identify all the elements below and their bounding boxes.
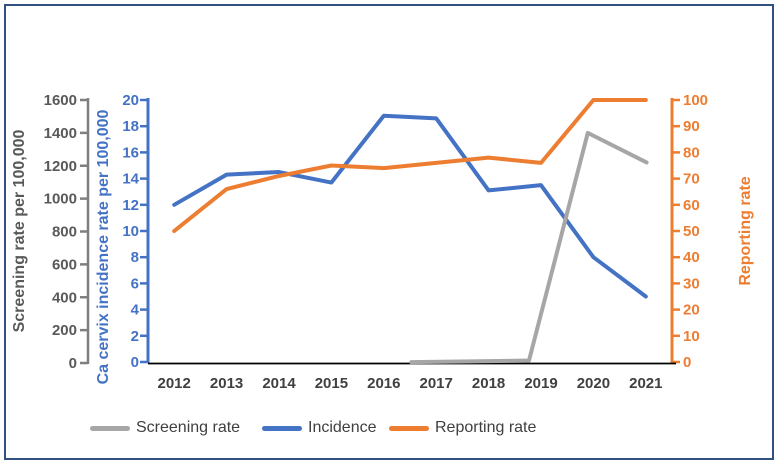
x-tick-label: 2016 [367, 375, 400, 392]
incidence-tick-label: 12 [122, 197, 139, 214]
reporting-tick-label: 40 [683, 249, 700, 266]
incidence-tick-label: 4 [131, 302, 140, 319]
series-line-incidence [172, 113, 648, 299]
reporting-tick-label: 30 [683, 275, 700, 292]
screening-tick-label: 200 [52, 322, 77, 339]
legend-label-reporting-rate: Reporting rate [435, 419, 537, 436]
x-tick-label: 2015 [315, 375, 348, 392]
reporting-tick-label: 100 [683, 92, 708, 109]
reporting-tick-label: 60 [683, 197, 700, 214]
incidence-legend-swatch [262, 425, 302, 431]
screening-tick-label: 800 [52, 224, 77, 241]
x-tick-label: 2020 [577, 375, 610, 392]
reporting-tick-label: 10 [683, 328, 700, 345]
legend-label-screening-rate: Screening rate [136, 419, 241, 436]
figure-border [4, 4, 774, 460]
incidence-tick-label: 16 [122, 144, 139, 161]
incidence-tick-label: 20 [122, 92, 139, 109]
series-line-reporting-rate [172, 98, 648, 233]
reporting-tick-label: 20 [683, 302, 700, 319]
screening-tick-label: 600 [52, 256, 77, 273]
reporting-axis-title: Reporting rate [737, 176, 754, 286]
incidence-tick-label: 10 [122, 223, 139, 240]
x-tick-label: 2019 [524, 375, 557, 392]
incidence-tick-label: 6 [131, 275, 139, 292]
legend-label-incidence: Incidence [308, 419, 377, 436]
incidence-tick-label: 14 [122, 171, 139, 188]
reporting-tick-label: 90 [683, 118, 700, 135]
legend-item-screening-rate[interactable]: Screening rate [90, 420, 240, 436]
screening-tick-label: 400 [52, 289, 77, 306]
incidence-axis-title: Ca cervix incidence rate per 100,000 [95, 109, 112, 385]
series-line-screening-rate [409, 130, 649, 365]
screening-tick-label: 1400 [44, 125, 77, 142]
reporting-tick-label: 80 [683, 144, 700, 161]
incidence-tick-label: 18 [122, 118, 139, 135]
screening-tick-label: 1000 [44, 191, 77, 208]
x-tick-label: 2014 [262, 375, 296, 392]
reporting-tick-label: 0 [683, 354, 691, 371]
x-tick-label: 2018 [472, 375, 505, 392]
x-tick-label: 2012 [158, 375, 191, 392]
incidence-tick-label: 2 [131, 328, 139, 345]
reporting-rate-legend-swatch [389, 425, 429, 431]
screening-tick-label: 0 [69, 355, 77, 372]
x-tick-label: 2017 [420, 375, 453, 392]
incidence-tick-label: 8 [131, 249, 139, 266]
screening-tick-label: 1200 [44, 158, 77, 175]
legend-item-incidence[interactable]: Incidence [262, 420, 377, 436]
screening-rate-legend-swatch [90, 425, 130, 431]
incidence-tick-label: 0 [131, 354, 139, 371]
screening-axis-title: Screening rate per 100,000 [11, 129, 28, 333]
x-tick-label: 2013 [210, 375, 243, 392]
reporting-tick-label: 70 [683, 171, 700, 188]
x-tick-label: 2021 [629, 375, 662, 392]
reporting-tick-label: 50 [683, 223, 700, 240]
screening-tick-label: 1600 [44, 92, 77, 109]
legend-item-reporting-rate[interactable]: Reporting rate [389, 420, 536, 436]
